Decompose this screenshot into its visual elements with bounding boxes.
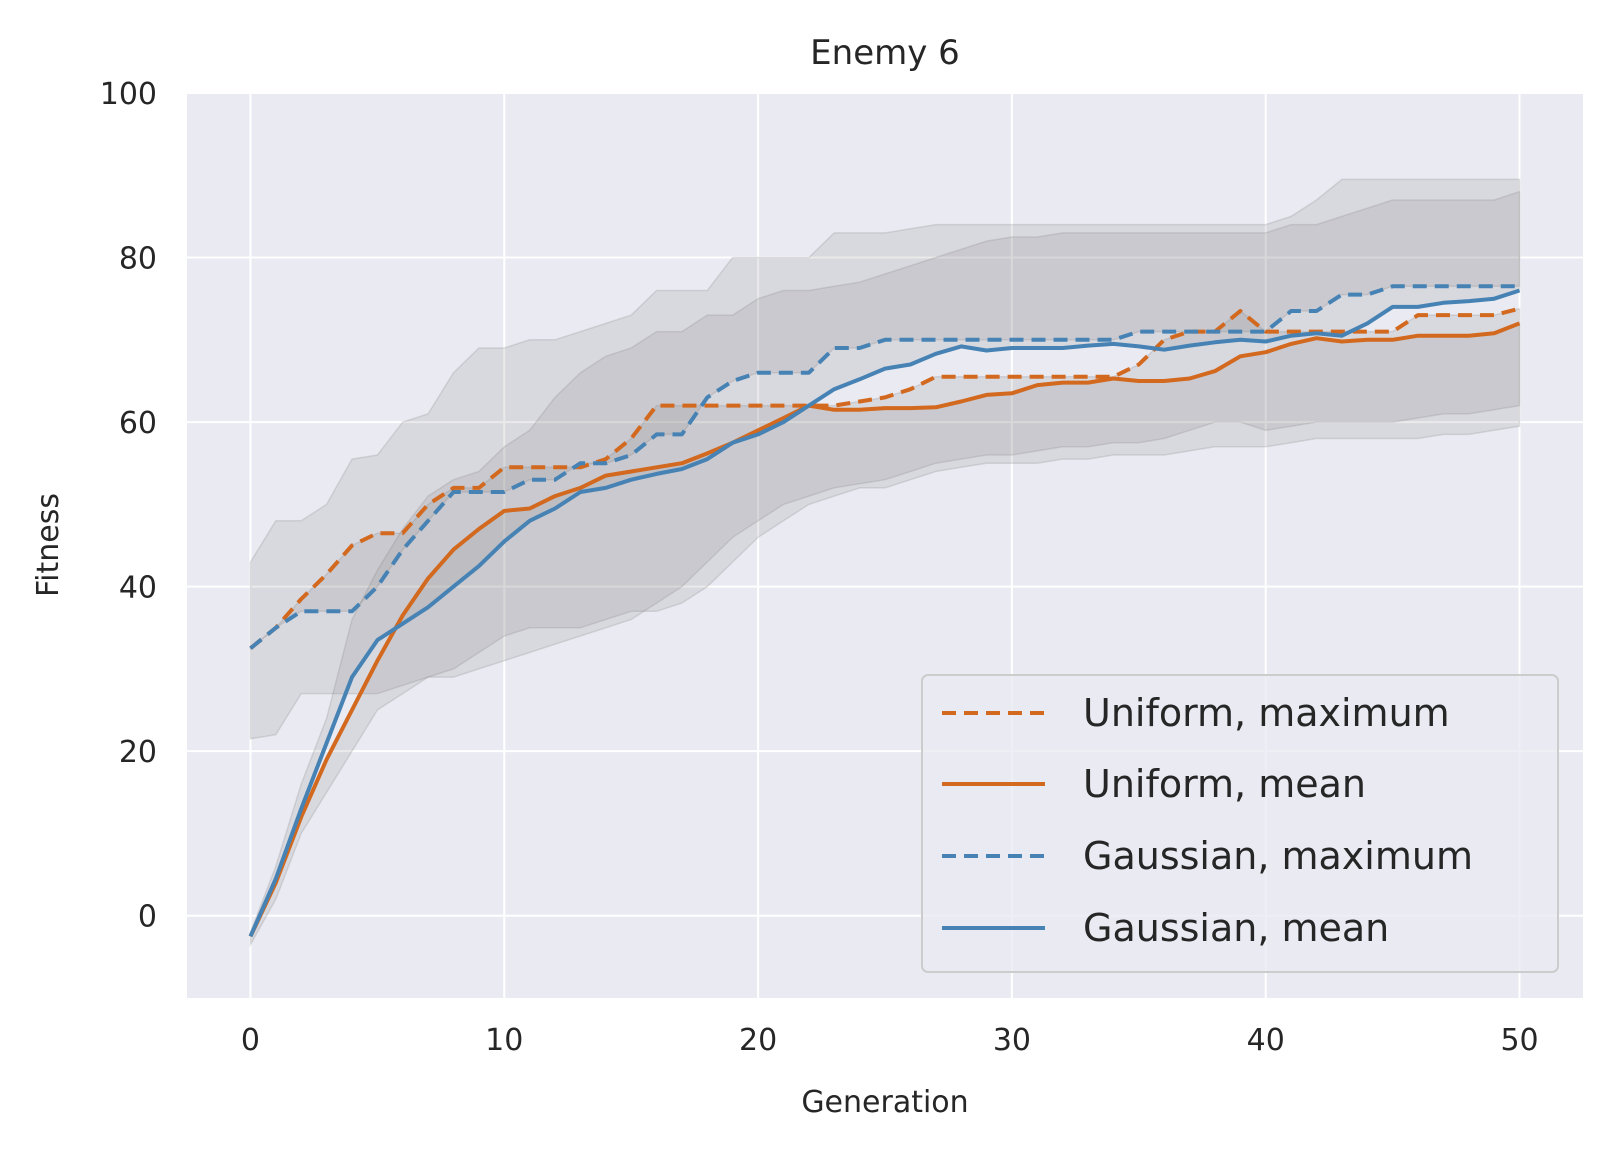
y-tick-label: 0 — [138, 900, 157, 935]
legend-box — [921, 674, 1559, 973]
series-line-uniform-maximum — [249, 306, 1520, 650]
x-tick-label: 0 — [241, 1023, 260, 1058]
y-tick-label: 20 — [119, 735, 157, 770]
y-tick-label: 40 — [119, 571, 157, 606]
tick-labels: 0 10 20 30 40 50 0 20 40 60 80 100 — [100, 77, 1539, 1058]
series-lines — [248, 284, 1521, 938]
y-tick-label: 100 — [100, 77, 157, 112]
legend-label-uniform-maximum: Uniform, maximum — [1083, 691, 1450, 735]
y-tick-label: 80 — [119, 242, 157, 277]
y-axis-label: Fitness — [31, 493, 66, 597]
series-line-gaussian-mean — [248, 288, 1521, 938]
band-uniform-maximum — [249, 307, 1521, 740]
legend-label-uniform-mean: Uniform, mean — [1083, 762, 1366, 806]
legend-label-gaussian-mean: Gaussian, mean — [1083, 906, 1389, 950]
chart-title: Enemy 6 — [810, 33, 960, 73]
x-tick-label: 20 — [739, 1023, 777, 1058]
y-tick-label: 60 — [119, 406, 157, 441]
x-axis-label: Generation — [801, 1085, 968, 1120]
legend-label-gaussian-maximum: Gaussian, maximum — [1083, 834, 1473, 878]
x-tick-label: 30 — [993, 1023, 1031, 1058]
legend: Uniform, maximum Uniform, mean Gaussian,… — [921, 674, 1559, 973]
series-line-uniform-mean — [248, 321, 1521, 938]
series-line-gaussian-maximum — [249, 284, 1520, 650]
x-tick-label: 50 — [1500, 1023, 1538, 1058]
x-tick-label: 40 — [1247, 1023, 1285, 1058]
x-tick-label: 10 — [485, 1023, 523, 1058]
